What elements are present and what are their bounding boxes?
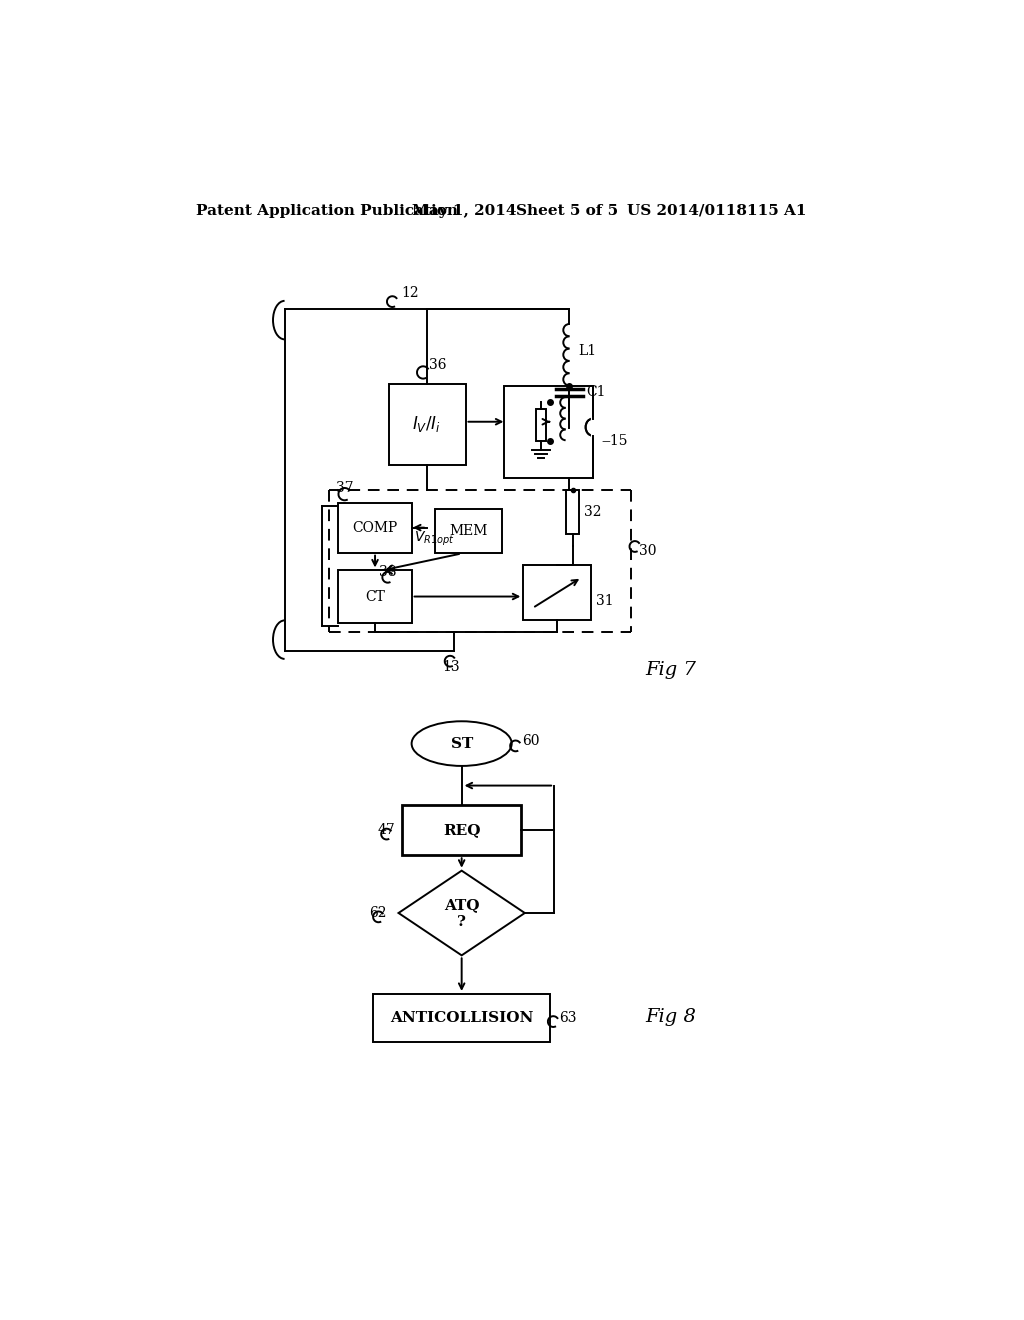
Text: 12: 12: [401, 286, 419, 300]
Text: 37: 37: [336, 480, 353, 495]
Text: 32: 32: [584, 504, 601, 519]
Text: Sheet 5 of 5: Sheet 5 of 5: [515, 203, 617, 218]
Bar: [402, 805, 521, 855]
Text: 13: 13: [442, 660, 460, 673]
Text: CT: CT: [366, 590, 385, 603]
Text: 62: 62: [370, 906, 387, 920]
Ellipse shape: [412, 721, 512, 766]
Text: 63: 63: [559, 1011, 577, 1024]
Text: ST: ST: [451, 737, 473, 751]
Text: 38: 38: [379, 565, 396, 579]
Text: C1: C1: [587, 385, 606, 400]
Text: 60: 60: [521, 734, 540, 747]
Text: Fig 7: Fig 7: [645, 661, 695, 680]
Text: REQ: REQ: [443, 824, 480, 837]
Text: $\mathit{V_{R1opt}}$: $\mathit{V_{R1opt}}$: [414, 531, 455, 548]
Text: 30: 30: [639, 544, 656, 558]
Text: MEM: MEM: [450, 524, 487, 539]
Text: COMP: COMP: [352, 520, 397, 535]
Bar: [339, 503, 412, 553]
Text: Fig 8: Fig 8: [645, 1008, 695, 1026]
Text: ANTICOLLISION: ANTICOLLISION: [390, 1011, 534, 1024]
Text: ?: ?: [458, 915, 466, 929]
Text: 31: 31: [596, 594, 613, 609]
Bar: [566, 490, 579, 535]
Bar: [537, 409, 546, 441]
Text: ATQ: ATQ: [444, 899, 479, 912]
Text: $\mathit{I_V/I_i}$: $\mathit{I_V/I_i}$: [413, 414, 441, 434]
Bar: [339, 570, 412, 623]
Bar: [373, 994, 550, 1041]
Text: 36: 36: [429, 358, 446, 372]
Bar: [388, 384, 466, 465]
Text: ‒15: ‒15: [602, 434, 629, 447]
Text: L1: L1: [579, 345, 597, 358]
Bar: [435, 508, 503, 553]
Text: May 1, 2014: May 1, 2014: [412, 203, 516, 218]
Polygon shape: [398, 871, 524, 956]
Bar: [523, 565, 591, 620]
Text: 47: 47: [378, 824, 395, 837]
Bar: [504, 385, 593, 478]
Text: US 2014/0118115 A1: US 2014/0118115 A1: [628, 203, 807, 218]
Text: Patent Application Publication: Patent Application Publication: [196, 203, 458, 218]
